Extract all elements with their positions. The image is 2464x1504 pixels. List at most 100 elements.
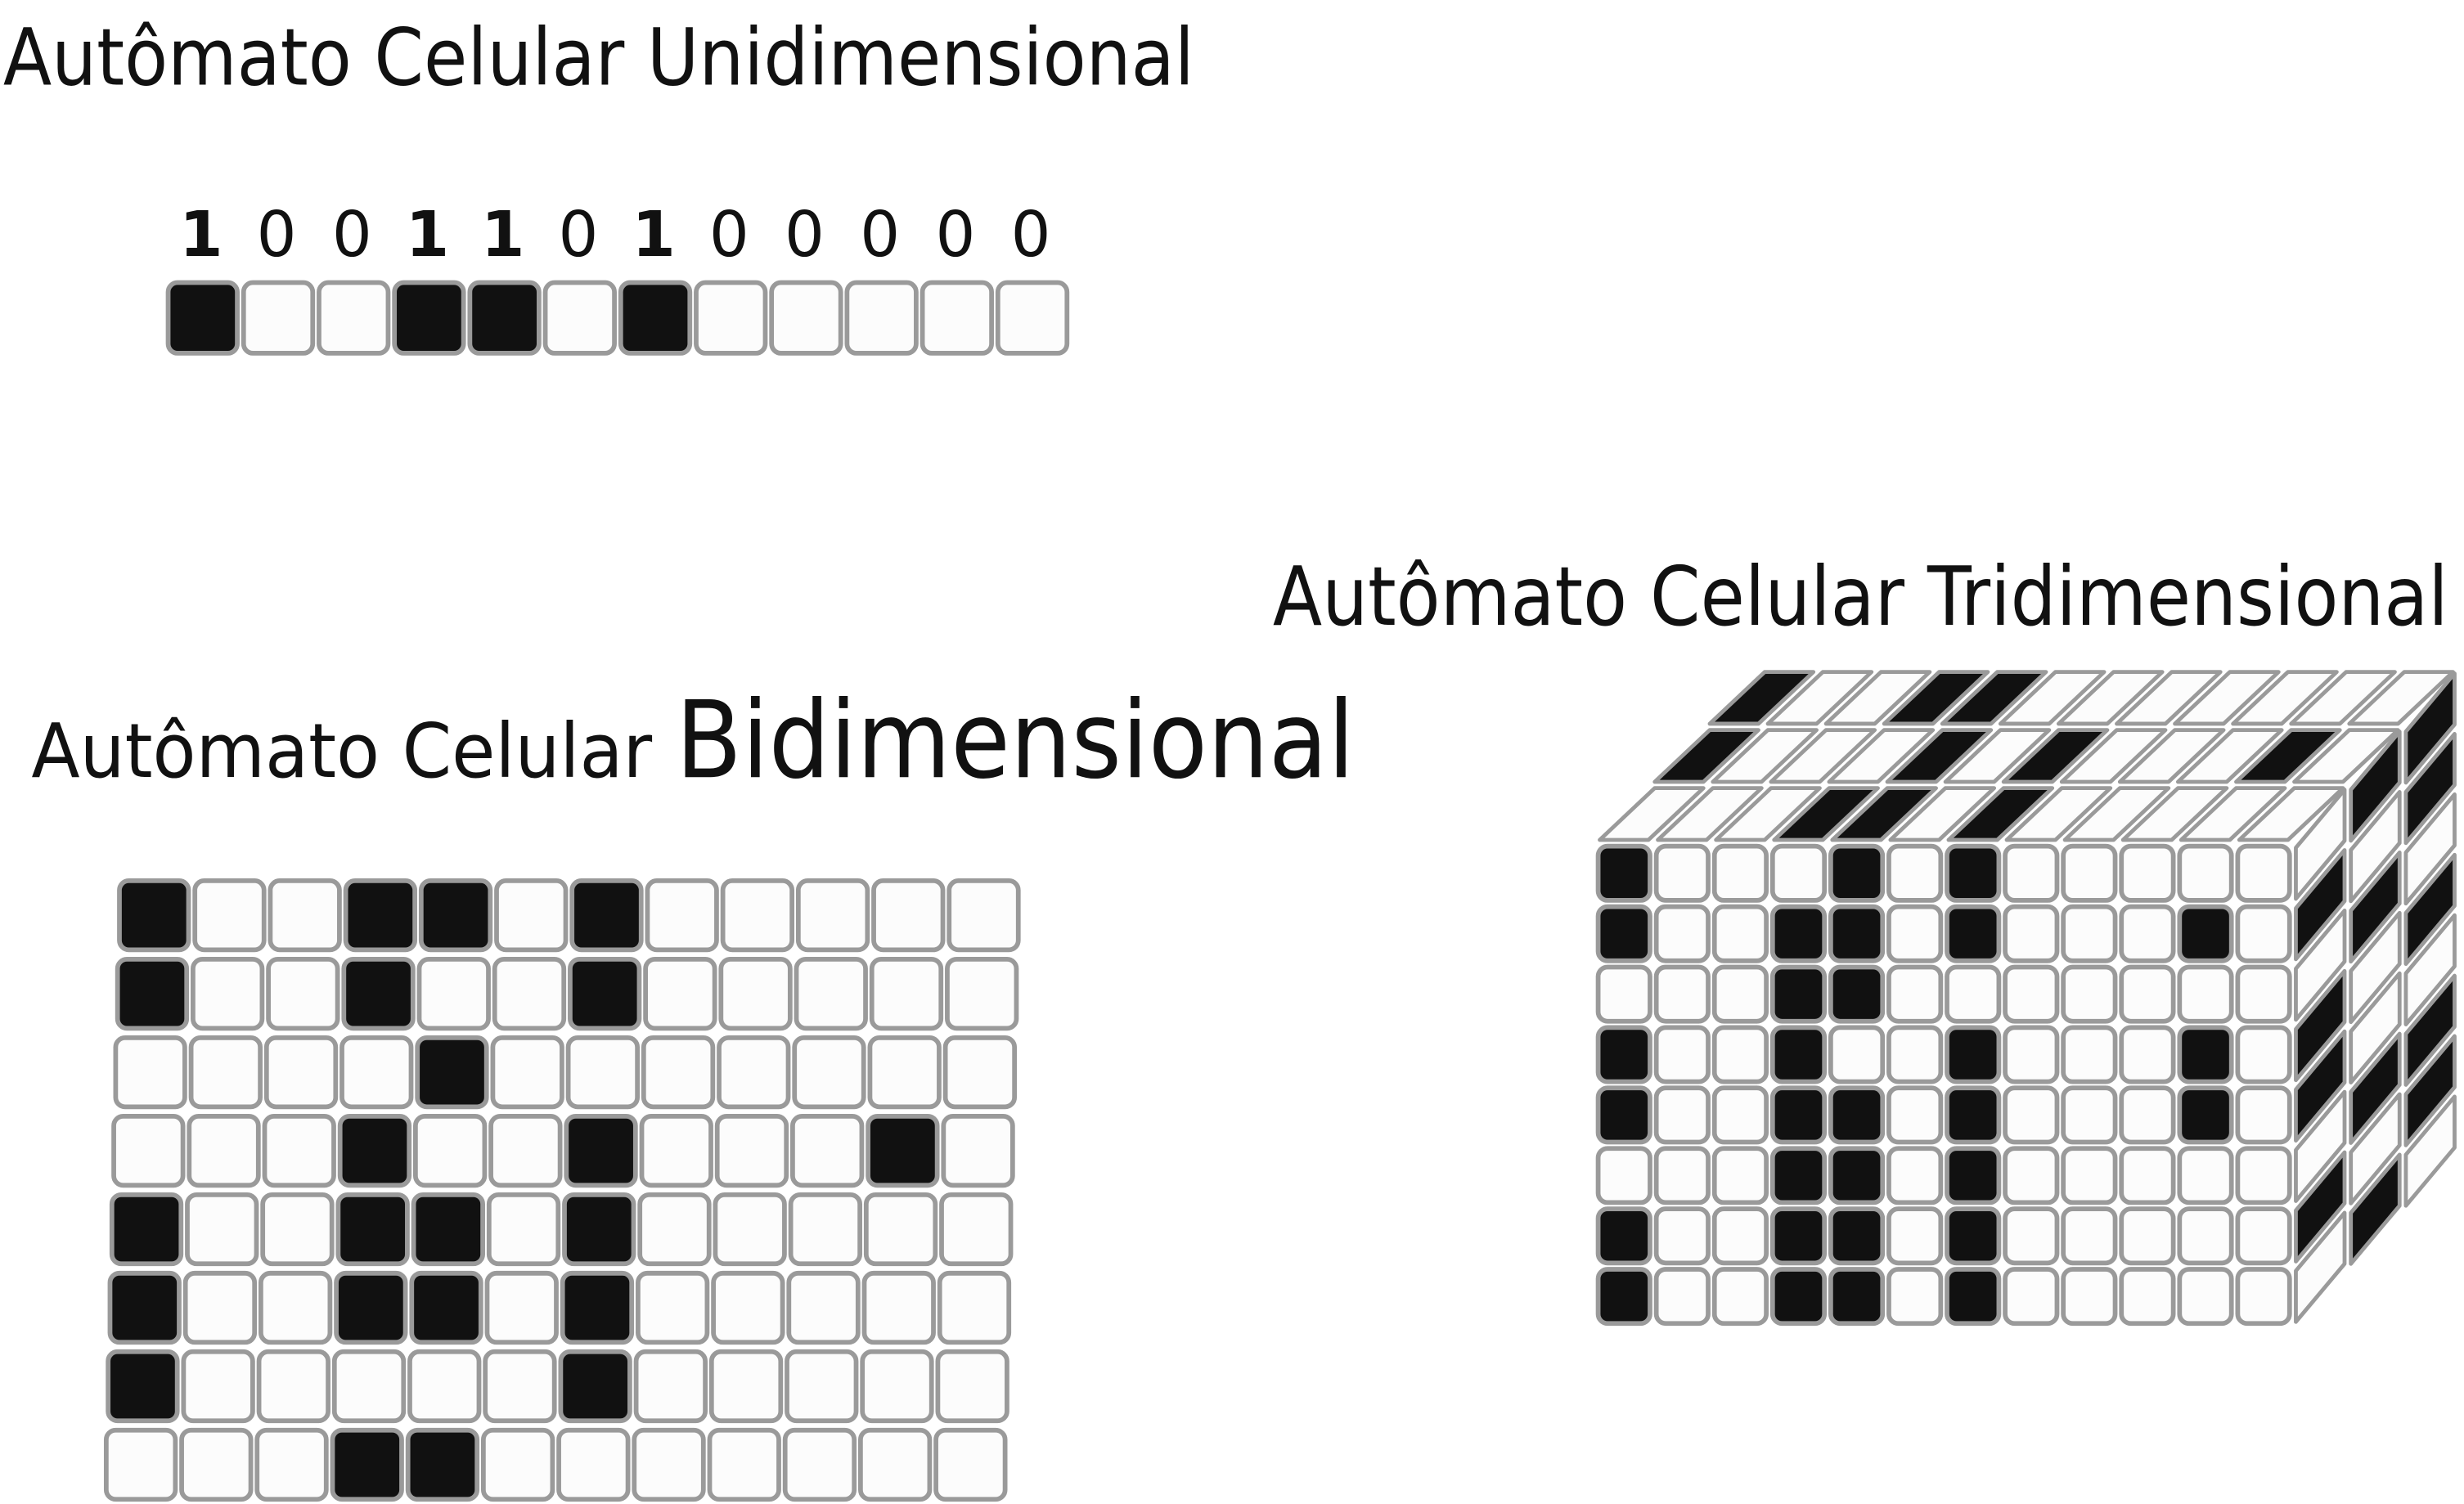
- cell: [2119, 1085, 2176, 1145]
- cell: [488, 1113, 563, 1188]
- cell: [1711, 1146, 1769, 1205]
- cell: [1828, 1146, 1886, 1205]
- cell: [107, 1270, 182, 1345]
- top-cell: [1707, 670, 1816, 726]
- cell: [260, 1192, 335, 1267]
- state-digit: 0: [558, 199, 598, 272]
- cell: [335, 1192, 410, 1267]
- cell: [1595, 1146, 1652, 1205]
- top-cell: [2347, 670, 2455, 726]
- state-digit: 1: [481, 199, 524, 272]
- cell: [1769, 1267, 1828, 1327]
- cell: [191, 957, 265, 1031]
- cell: [1595, 1206, 1652, 1266]
- top-cell: [2175, 728, 2284, 784]
- cell: [860, 1349, 934, 1424]
- cell: [1828, 1267, 1886, 1327]
- top-cell: [1940, 670, 2048, 726]
- state-digit: 0: [1011, 199, 1051, 272]
- cell: [713, 1192, 787, 1267]
- cell: [637, 1192, 712, 1267]
- cell: [1886, 964, 1944, 1024]
- cell: [1886, 1146, 1944, 1205]
- top-cell: [1652, 728, 1760, 784]
- cell: [2061, 1206, 2118, 1266]
- top-cell: [1598, 786, 1706, 842]
- cell: [2061, 1085, 2118, 1145]
- cell: [1828, 1025, 1886, 1084]
- cell: [1595, 1267, 1652, 1327]
- state-digit: 0: [332, 199, 372, 272]
- cell: [569, 878, 644, 953]
- cell: [2177, 1025, 2234, 1084]
- cell: [409, 1270, 483, 1345]
- cell: [334, 1270, 408, 1345]
- cell: [179, 1427, 254, 1502]
- cell: [920, 280, 994, 356]
- top-cell: [1711, 728, 1819, 784]
- cell: [1828, 1206, 1886, 1266]
- top-cell: [1830, 786, 1938, 842]
- cell: [343, 878, 418, 953]
- state-digit: 0: [860, 199, 900, 272]
- cell: [2119, 1146, 2176, 1205]
- title-3d: Autômato Celular Tridimensional: [1273, 549, 2448, 644]
- top-cell: [2059, 728, 2168, 784]
- top-cell: [2289, 670, 2397, 726]
- side-cell: [2294, 1029, 2347, 1143]
- cell: [2177, 904, 2234, 963]
- cell: [2119, 904, 2176, 963]
- side-cell: [2349, 1152, 2402, 1266]
- side-cell: [2294, 1210, 2347, 1324]
- side-cell: [2403, 852, 2457, 967]
- cell: [2061, 1146, 2118, 1205]
- cell: [1769, 1206, 1828, 1266]
- cell: [562, 1192, 636, 1267]
- cell: [861, 1270, 936, 1345]
- cell: [106, 1349, 180, 1424]
- cell: [187, 1113, 261, 1188]
- cell: [1711, 843, 1769, 903]
- cell: [2061, 904, 2118, 963]
- cell: [115, 957, 190, 1031]
- cell: [995, 280, 1070, 356]
- cell: [405, 1427, 480, 1502]
- cell: [790, 1113, 865, 1188]
- cell: [416, 957, 491, 1031]
- cell: [1595, 904, 1652, 963]
- cell: [618, 280, 693, 356]
- top-cell: [2178, 786, 2287, 842]
- cell: [1945, 1267, 2002, 1327]
- cell: [2177, 1085, 2234, 1145]
- cell: [1886, 843, 1944, 903]
- cell: [2119, 1206, 2176, 1266]
- cell: [2119, 843, 2176, 903]
- side-cell: [2349, 910, 2402, 1025]
- cell: [1711, 1206, 1769, 1266]
- side-cell: [2294, 788, 2347, 901]
- cell: [714, 1113, 789, 1188]
- cell: [2235, 1085, 2292, 1145]
- cell: [2235, 904, 2292, 963]
- cell: [866, 1113, 940, 1188]
- side-cell: [2294, 1089, 2347, 1203]
- cell: [1769, 1146, 1828, 1205]
- cell: [492, 957, 567, 1031]
- side-cell: [2403, 1094, 2457, 1208]
- side-cell: [2349, 1092, 2402, 1205]
- top-cell: [2117, 728, 2226, 784]
- cell: [1769, 964, 1828, 1024]
- cell: [1653, 1267, 1711, 1327]
- cell: [258, 1270, 333, 1345]
- cell: [633, 1349, 708, 1424]
- title-2d-emphasis: Bidimensional: [676, 678, 1355, 802]
- cell: [337, 1113, 412, 1188]
- cell: [1595, 843, 1652, 903]
- side-cell: [2403, 1034, 2457, 1147]
- cell: [863, 1192, 938, 1267]
- cell: [568, 957, 642, 1031]
- cell: [413, 1113, 488, 1188]
- state-digit: 0: [785, 199, 825, 272]
